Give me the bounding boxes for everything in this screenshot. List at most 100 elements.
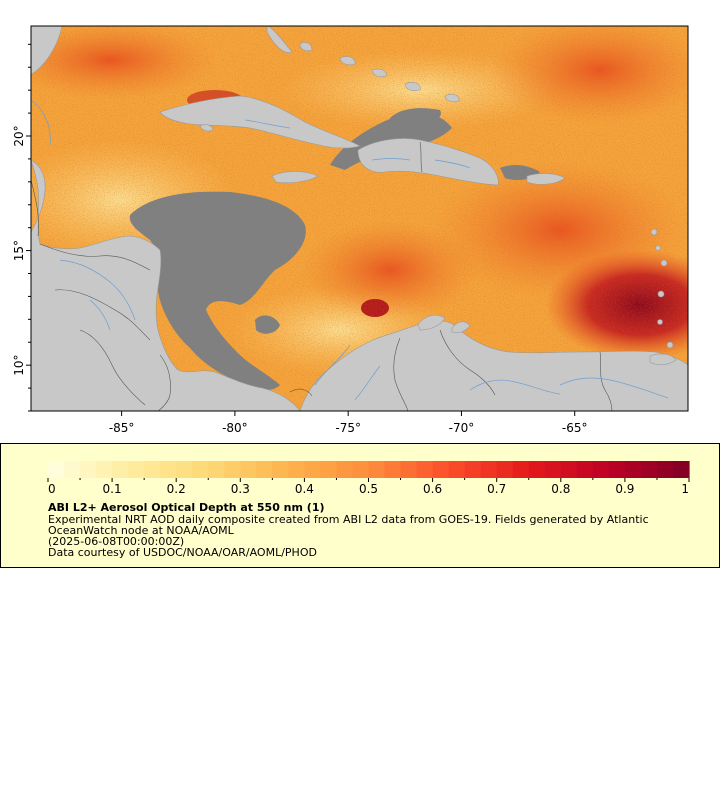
land-trinidad bbox=[649, 353, 677, 366]
lon-tick-label: -75° bbox=[335, 421, 361, 435]
colorbar-swatch bbox=[144, 461, 161, 478]
colorbar-swatch bbox=[48, 461, 65, 478]
land-lesser-antilles-1 bbox=[650, 228, 658, 236]
colorbar-tick-label: 0.3 bbox=[231, 482, 250, 496]
land-bahamas-2 bbox=[339, 56, 356, 66]
map-plot-area bbox=[31, 26, 688, 411]
legend-description-line2: OceanWatch node at NOAA/AOML bbox=[48, 524, 234, 537]
colorbar-swatch bbox=[368, 461, 386, 478]
colorbar-tick-label: 0 bbox=[48, 482, 56, 496]
land-jamaica bbox=[271, 171, 319, 184]
colorbar-swatch bbox=[288, 461, 305, 478]
colorbar-swatch bbox=[496, 461, 514, 478]
colorbar-ticks: 0 0.1 0.2 0.3 0.4 0.5 0.6 0.7 0.8 0.9 1 bbox=[47, 478, 690, 496]
land-florida bbox=[266, 26, 293, 53]
no-data-western-caribbean bbox=[129, 191, 306, 390]
land-lesser-antilles-4 bbox=[657, 290, 665, 298]
colorbar-swatch bbox=[320, 461, 338, 478]
colorbar-swatch bbox=[160, 461, 177, 478]
river-7 bbox=[559, 377, 669, 399]
land-guajira-peninsula bbox=[417, 314, 446, 331]
border-3 bbox=[54, 289, 151, 341]
colorbar-swatch bbox=[192, 461, 209, 478]
colorbar-swatch bbox=[416, 461, 434, 478]
colorbar-swatch bbox=[256, 461, 273, 478]
river-5 bbox=[354, 365, 381, 401]
land-lesser-antilles-3 bbox=[660, 259, 668, 267]
river-4 bbox=[314, 344, 351, 386]
rivers bbox=[31, 99, 669, 401]
colorbar-tick-label: 0.4 bbox=[295, 482, 314, 496]
colorbar-swatch bbox=[544, 461, 562, 478]
land-isla-juventud bbox=[199, 124, 214, 132]
legend-timestamp: (2025-06-08T00:00:00Z) bbox=[48, 535, 185, 548]
colorbar-swatch bbox=[608, 461, 626, 478]
colorbar-swatch bbox=[624, 461, 642, 478]
land-hispaniola bbox=[357, 138, 499, 186]
land-masses bbox=[31, 26, 688, 411]
lon-tick-label: -65° bbox=[562, 421, 588, 435]
river-8 bbox=[244, 119, 291, 129]
colorbar-tick-label: 0.6 bbox=[423, 482, 442, 496]
colorbar-swatch bbox=[96, 461, 113, 478]
colorbar-swatch bbox=[64, 461, 81, 478]
river-6 bbox=[469, 379, 561, 395]
lat-tick-label: 10° bbox=[12, 355, 26, 376]
land-lesser-antilles-5 bbox=[657, 319, 663, 325]
land-bahamas-4 bbox=[404, 82, 421, 92]
colorbar-tick-label: 0.2 bbox=[167, 482, 186, 496]
colorbar-swatch bbox=[176, 461, 193, 478]
colorbar-swatch bbox=[80, 461, 97, 478]
colorbar-swatch bbox=[560, 461, 578, 478]
lon-tick-label: -70° bbox=[449, 421, 475, 435]
colorbar-swatch bbox=[352, 461, 370, 478]
colorbar-swatch bbox=[528, 461, 546, 478]
border-1 bbox=[31, 179, 39, 237]
map-frame bbox=[30, 25, 689, 412]
colorbar-tick-label: 0.7 bbox=[487, 482, 506, 496]
colorbar-swatch bbox=[208, 461, 225, 478]
border-9 bbox=[599, 351, 613, 411]
colorbar-swatch bbox=[304, 461, 322, 478]
legend-title: ABI L2+ Aerosol Optical Depth at 550 nm … bbox=[48, 501, 325, 514]
colorbar-tick-label: 1 bbox=[681, 482, 689, 496]
colorbar-swatch bbox=[448, 461, 466, 478]
land-lesser-antilles-2 bbox=[655, 245, 661, 251]
border-2 bbox=[39, 243, 151, 271]
land-bahamas-5 bbox=[444, 93, 460, 103]
legend-description-line1: Experimental NRT AOD daily composite cre… bbox=[48, 513, 649, 526]
colorbar-swatch bbox=[480, 461, 498, 478]
land-bahamas-1 bbox=[299, 42, 313, 52]
river-2 bbox=[59, 259, 136, 321]
colorbar: 0 0.1 0.2 0.3 0.4 0.5 0.6 0.7 0.8 0.9 1 bbox=[47, 461, 690, 496]
border-8 bbox=[439, 329, 496, 396]
colorbar-swatch bbox=[640, 461, 658, 478]
colorbar-swatch bbox=[384, 461, 402, 478]
lat-tick-label: 15° bbox=[12, 240, 26, 261]
axis-ticks bbox=[26, 43, 576, 416]
river-9 bbox=[434, 159, 471, 169]
colorbar-swatches bbox=[48, 461, 690, 478]
colorbar-swatch bbox=[656, 461, 674, 478]
border-6 bbox=[289, 388, 313, 397]
colorbar-tick-label: 0.5 bbox=[359, 482, 378, 496]
colorbar-swatch bbox=[128, 461, 145, 478]
river-3 bbox=[89, 299, 111, 331]
colorbar-tick-label: 0.9 bbox=[615, 482, 634, 496]
legend-credit: Data courtesy of USDOC/NOAA/OAR/AOML/PHO… bbox=[48, 546, 317, 559]
no-data-northern-patch bbox=[389, 108, 441, 128]
land-yucatan bbox=[31, 26, 63, 75]
land-bahamas-3 bbox=[371, 68, 387, 78]
river-10 bbox=[371, 158, 411, 161]
axis-labels: -85° -80° -75° -70° -65° 20° 15° 10° bbox=[12, 125, 588, 435]
land-lesser-antilles-6 bbox=[666, 341, 674, 349]
legend-panel: 0 0.1 0.2 0.3 0.4 0.5 0.6 0.7 0.8 0.9 1 ABI L2+ Ae… bbox=[0, 443, 720, 568]
border-4 bbox=[79, 329, 146, 406]
colorbar-swatch bbox=[576, 461, 594, 478]
colorbar-swatch bbox=[240, 461, 257, 478]
no-data-central-patch bbox=[255, 315, 280, 334]
country-borders bbox=[31, 141, 613, 411]
land-paraguana-peninsula bbox=[451, 321, 471, 334]
colorbar-swatch bbox=[592, 461, 610, 478]
lon-tick-label: -85° bbox=[109, 421, 135, 435]
